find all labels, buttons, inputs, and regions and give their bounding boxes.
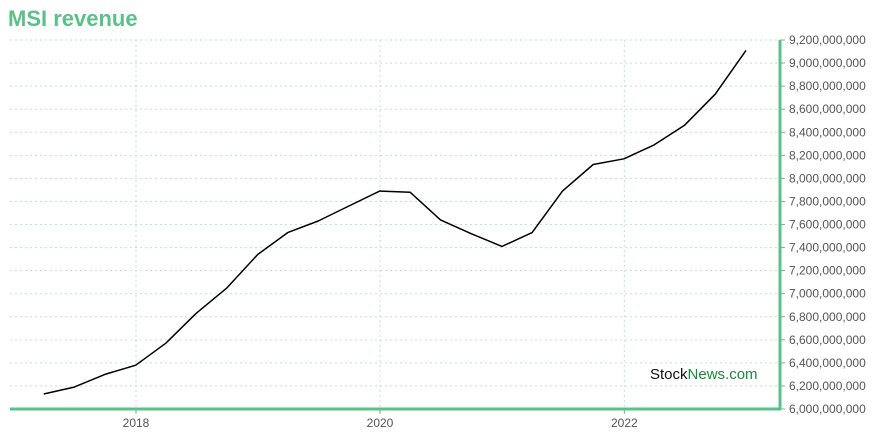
- y-tick-label: 6,600,000,000: [789, 333, 866, 347]
- axes: [10, 39, 785, 414]
- series-line: [43, 49, 747, 395]
- grid-lines: [10, 39, 780, 410]
- watermark-stock: Stock: [650, 366, 688, 383]
- y-tick-label: 6,400,000,000: [789, 356, 866, 370]
- y-tick-label: 8,800,000,000: [789, 79, 866, 93]
- y-tick-label: 8,400,000,000: [789, 125, 866, 139]
- x-tick-label: 2022: [611, 416, 638, 430]
- y-tick-label: 9,000,000,000: [789, 56, 866, 70]
- watermark-dotcom: .com: [725, 366, 758, 383]
- y-tick-label: 7,400,000,000: [789, 241, 866, 255]
- y-tick-label: 7,800,000,000: [789, 194, 866, 208]
- series-group: [43, 49, 747, 395]
- y-tick-label: 6,000,000,000: [789, 402, 866, 416]
- y-tick-label: 8,200,000,000: [789, 148, 866, 162]
- x-tick-label: 2018: [123, 416, 150, 430]
- chart-title: MSI revenue: [8, 6, 138, 31]
- x-tick-labels: 2018 2020 2022: [123, 416, 638, 430]
- watermark-news: News: [688, 366, 726, 383]
- y-tick-label: 7,200,000,000: [789, 264, 866, 278]
- y-tick-label: 7,000,000,000: [789, 287, 866, 301]
- x-tick-label: 2020: [367, 416, 394, 430]
- stocknews-watermark: StockNews.com: [650, 366, 758, 383]
- y-tick-label: 7,600,000,000: [789, 218, 866, 232]
- y-tick-label: 8,000,000,000: [789, 171, 866, 185]
- y-tick-label: 6,800,000,000: [789, 310, 866, 324]
- y-tick-labels: 6,000,000,000 6,200,000,000 6,400,000,000 6…: [789, 33, 866, 416]
- y-tick-label: 6,200,000,000: [789, 379, 866, 393]
- y-tick-label: 8,600,000,000: [789, 102, 866, 116]
- y-tick-label: 9,200,000,000: [789, 33, 866, 47]
